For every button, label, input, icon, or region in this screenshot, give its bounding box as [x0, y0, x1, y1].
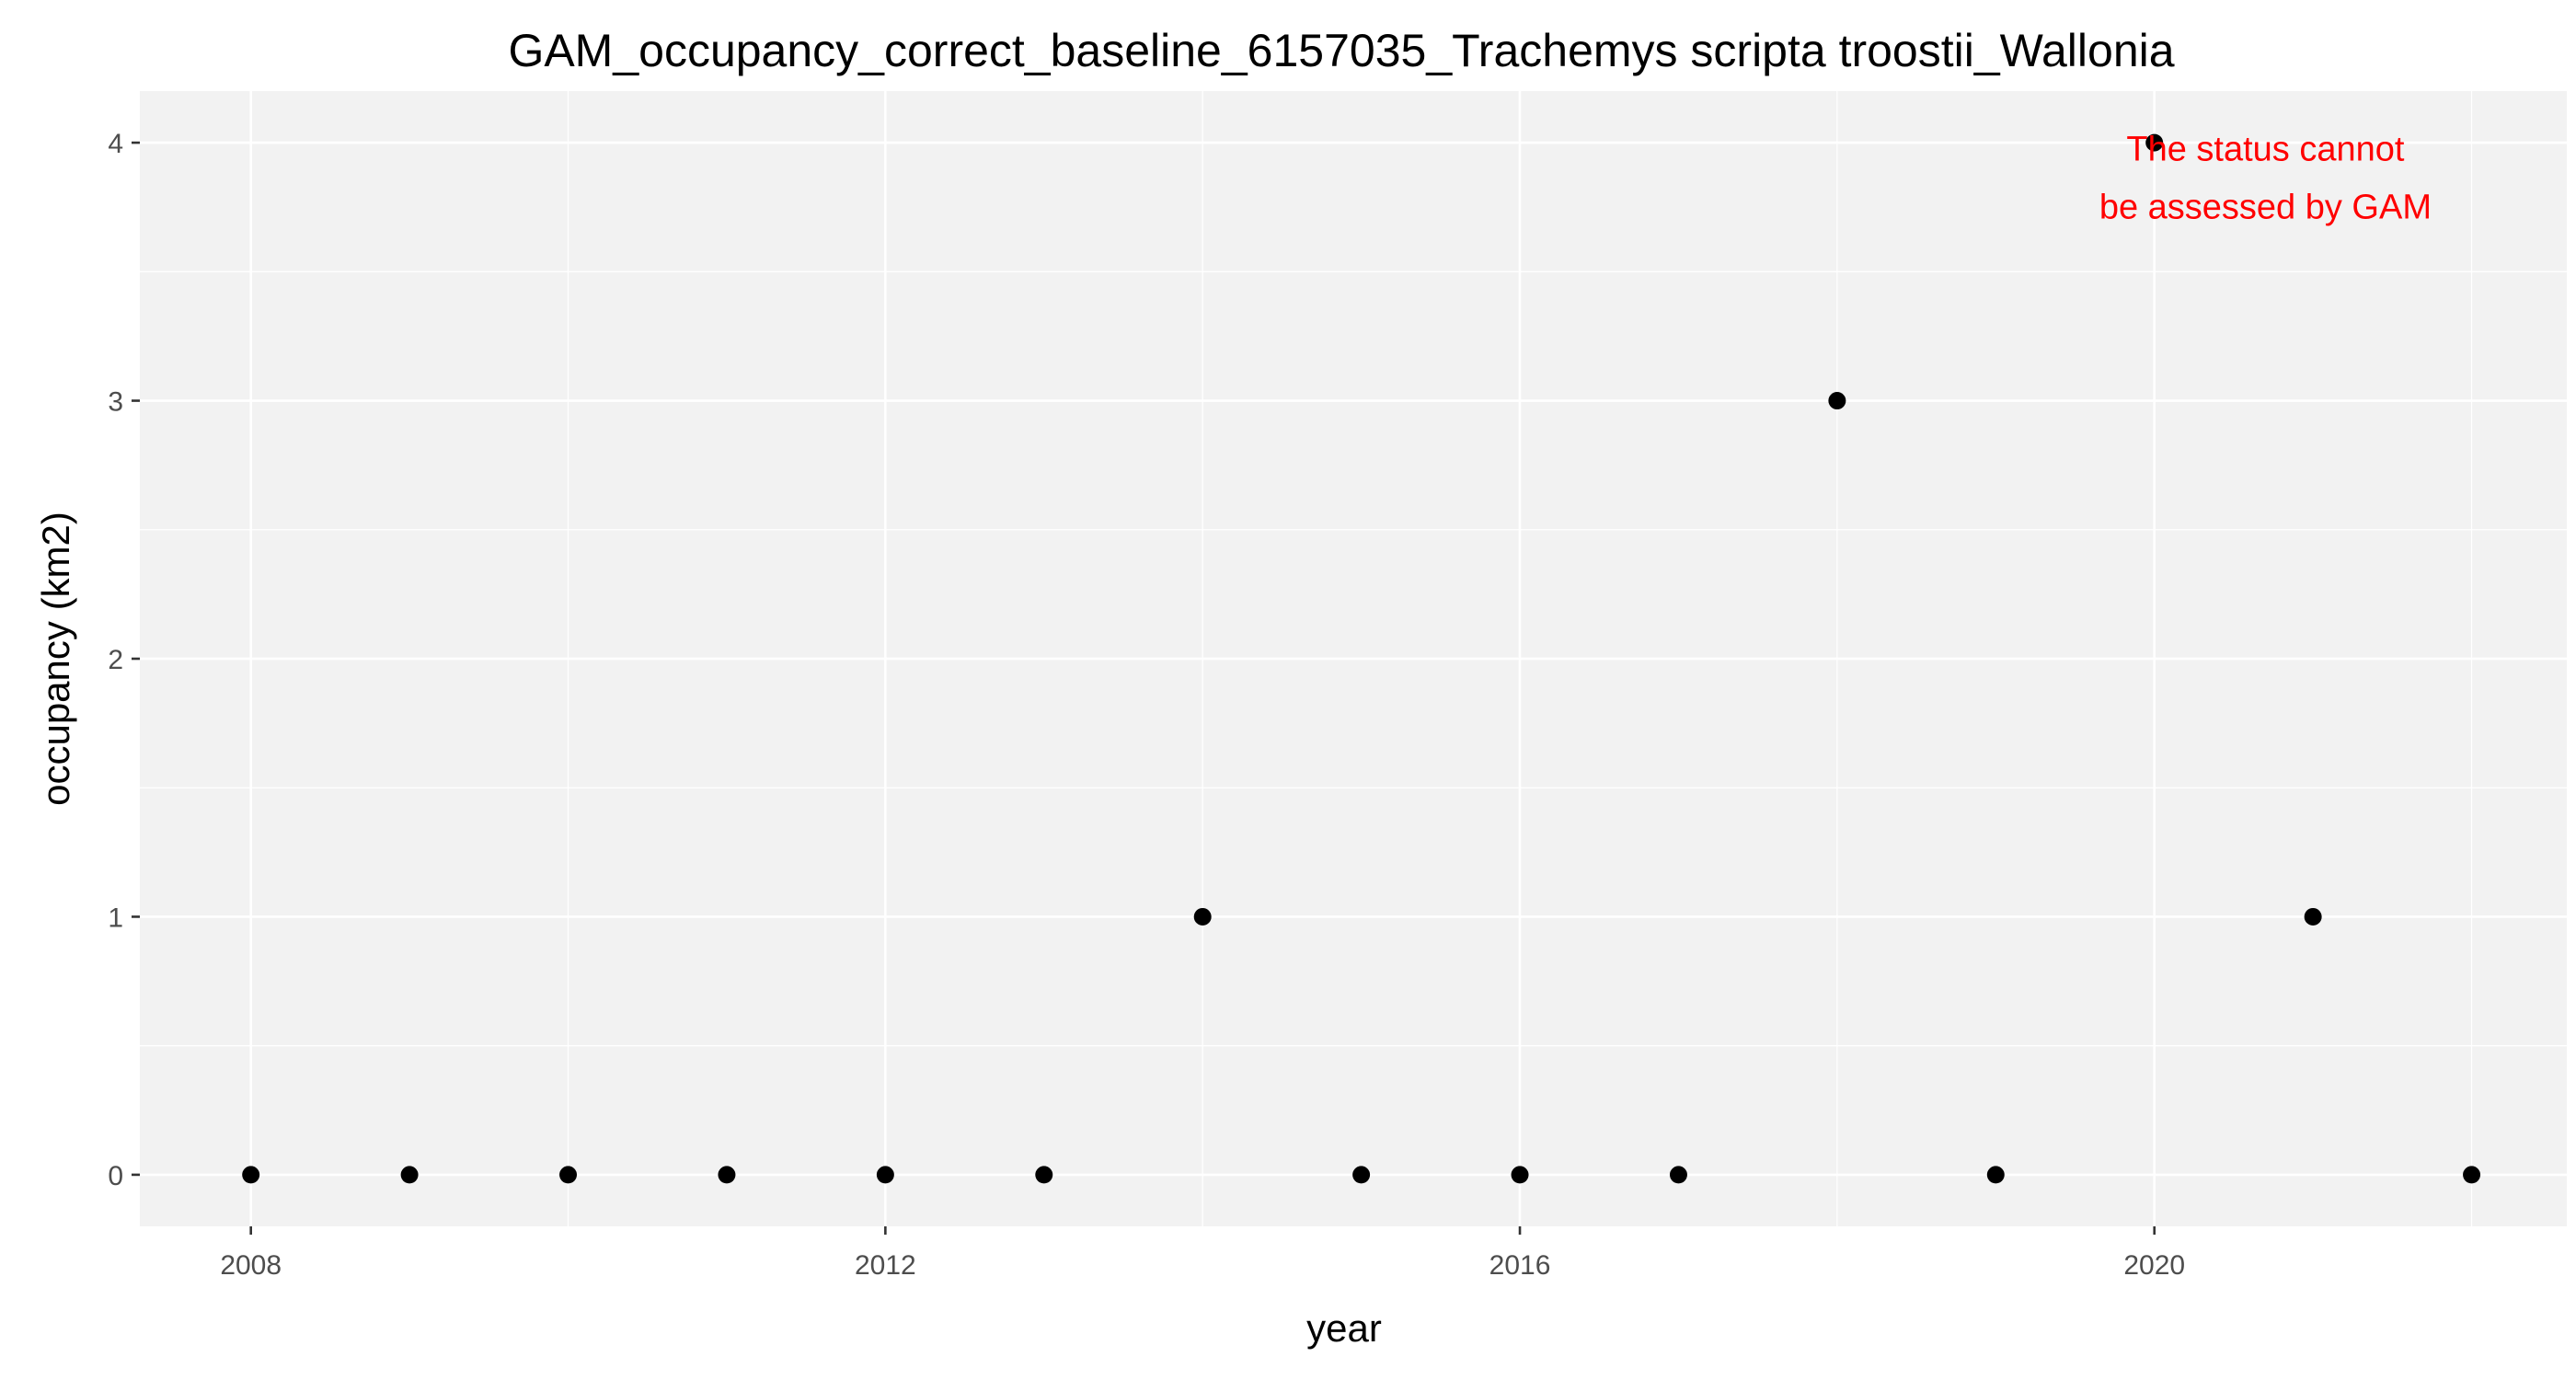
x-tick-label: 2020 [2123, 1250, 2185, 1281]
data-point [1986, 1166, 2005, 1184]
data-point [1669, 1166, 1687, 1184]
y-tick-label: 1 [108, 903, 123, 933]
x-tick-label: 2012 [855, 1250, 916, 1281]
data-point [559, 1166, 578, 1184]
grid-lines [140, 91, 2567, 1226]
y-axis-title: occupancy (km2) [34, 512, 77, 806]
data-point [242, 1166, 260, 1184]
data-point [1193, 907, 1212, 926]
data-point [1511, 1166, 1529, 1184]
y-tick-label: 2 [108, 645, 123, 675]
x-tick-label: 2016 [1489, 1250, 1551, 1281]
y-tick-label: 0 [108, 1161, 123, 1191]
x-tick-label: 2008 [220, 1250, 282, 1281]
data-point [718, 1166, 736, 1184]
data-point [1828, 392, 1846, 410]
data-point [2145, 133, 2164, 152]
data-point [876, 1166, 894, 1184]
chart-title: GAM_occupancy_correct_baseline_6157035_T… [508, 25, 2174, 76]
annotation-line: The status cannot [2126, 131, 2405, 169]
y-tick-label: 3 [108, 387, 123, 418]
data-point [1035, 1166, 1053, 1184]
axis-ticks: 0 1 2 3 4 2008 2012 2016 2020 [108, 129, 2185, 1281]
data-point [400, 1166, 419, 1184]
data-point [1352, 1166, 1371, 1184]
data-point [2304, 907, 2322, 926]
y-tick-label: 4 [108, 129, 123, 159]
status-annotation: The status cannot be assessed by GAM [2099, 131, 2432, 227]
data-points [242, 133, 2481, 1184]
annotation-line: be assessed by GAM [2099, 189, 2432, 227]
x-axis-title: year [1306, 1306, 1382, 1350]
data-point [2463, 1166, 2481, 1184]
